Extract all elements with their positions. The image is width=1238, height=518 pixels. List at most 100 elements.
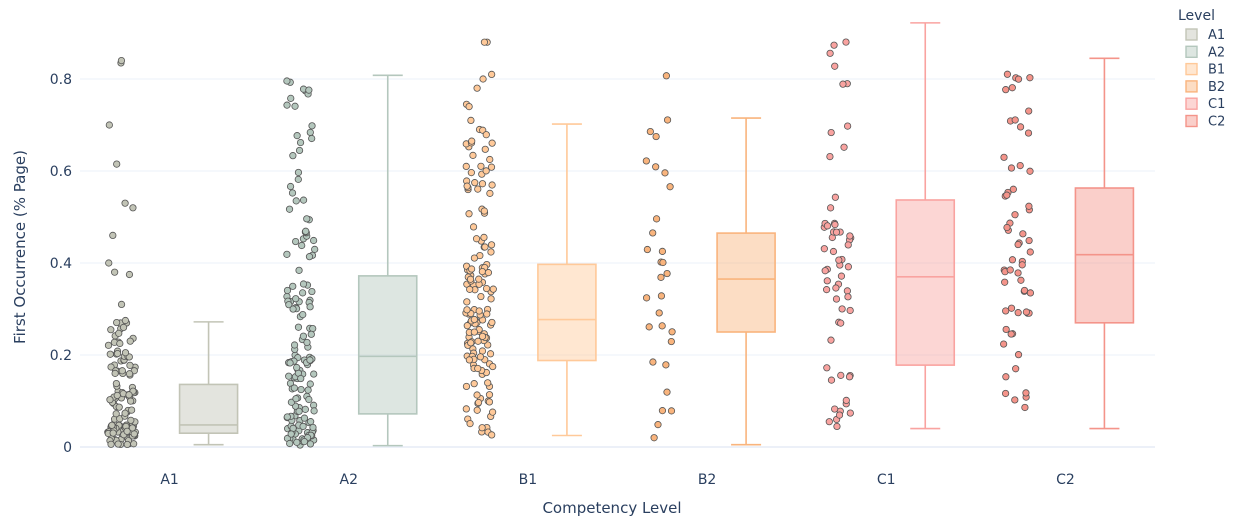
- data-point: [842, 38, 850, 46]
- data-point: [299, 196, 308, 204]
- data-point: [1020, 286, 1029, 295]
- y-tick-label: 0.4: [50, 256, 72, 272]
- data-point: [845, 373, 854, 381]
- data-point: [466, 275, 475, 283]
- data-point: [842, 396, 850, 404]
- data-point: [283, 413, 291, 421]
- data-point: [113, 349, 122, 358]
- data-point: [286, 359, 294, 367]
- data-point: [302, 227, 310, 235]
- legend-item-A1[interactable]: A1: [1185, 28, 1225, 43]
- data-point: [311, 245, 319, 253]
- y-axis-ticks: 0 0.2 0.4 0.6 0.8: [50, 72, 72, 456]
- data-point: [844, 241, 852, 249]
- data-point: [305, 253, 314, 261]
- data-point: [486, 155, 494, 164]
- data-point: [109, 429, 117, 437]
- data-point: [481, 145, 489, 153]
- data-point: [831, 405, 839, 413]
- data-point: [307, 330, 315, 338]
- legend[interactable]: Level A1 A2 B1 B2 C1 C2: [1178, 8, 1225, 130]
- data-point: [823, 277, 831, 285]
- data-point: [463, 182, 471, 190]
- data-point: [1002, 373, 1010, 381]
- data-point: [300, 437, 308, 446]
- data-point: [1003, 223, 1011, 232]
- legend-swatch: [1185, 28, 1198, 41]
- data-point: [844, 263, 852, 271]
- legend-item-C2[interactable]: C2: [1185, 115, 1225, 130]
- data-point: [658, 407, 667, 415]
- data-point: [663, 269, 671, 278]
- data-point: [112, 379, 120, 388]
- legend-item-B2[interactable]: B2: [1185, 80, 1225, 95]
- data-point: [657, 273, 665, 281]
- data-point: [832, 228, 841, 236]
- data-point: [1016, 123, 1025, 131]
- data-point: [1000, 340, 1008, 348]
- data-point: [662, 72, 670, 80]
- box-A2: [357, 74, 418, 447]
- data-point: [123, 440, 131, 449]
- data-point: [1002, 389, 1010, 398]
- data-point: [471, 179, 479, 187]
- data-point: [470, 315, 478, 324]
- points-A1: [104, 56, 139, 449]
- box-iqr: [357, 275, 418, 415]
- data-point: [473, 84, 481, 92]
- data-point: [1025, 236, 1033, 245]
- data-point: [128, 406, 136, 414]
- data-point: [832, 284, 840, 292]
- data-point: [465, 103, 473, 111]
- data-point: [301, 405, 309, 413]
- data-point: [306, 356, 314, 364]
- data-point: [650, 434, 658, 442]
- data-point: [489, 285, 497, 293]
- data-point: [839, 80, 847, 88]
- data-point: [484, 269, 493, 277]
- data-point: [649, 229, 657, 237]
- data-point: [1026, 167, 1034, 175]
- box-iqr: [895, 199, 956, 366]
- legend-label: A2: [1208, 45, 1225, 60]
- data-point: [662, 361, 670, 369]
- gridlines: [80, 78, 1155, 448]
- data-point: [846, 409, 854, 417]
- data-point: [1018, 261, 1026, 269]
- legend-item-C1[interactable]: C1: [1185, 97, 1225, 112]
- legend-item-B1[interactable]: B1: [1185, 63, 1225, 78]
- data-point: [308, 287, 316, 296]
- data-point: [1011, 116, 1019, 124]
- points-C2: [1000, 70, 1035, 412]
- data-point: [829, 247, 838, 256]
- data-point: [835, 256, 843, 264]
- data-point: [467, 169, 475, 177]
- data-point: [646, 127, 654, 136]
- data-point: [663, 116, 672, 124]
- data-point: [821, 267, 829, 275]
- data-point: [473, 406, 481, 414]
- data-point: [1011, 211, 1019, 219]
- data-point: [480, 38, 489, 46]
- data-point: [310, 370, 318, 378]
- data-point: [306, 303, 314, 311]
- data-point: [121, 199, 129, 207]
- boxes: [178, 22, 1135, 447]
- data-point: [832, 295, 841, 303]
- data-point: [292, 395, 300, 403]
- data-point: [462, 162, 470, 170]
- data-point: [1009, 185, 1017, 193]
- data-point: [487, 248, 495, 256]
- data-point: [125, 370, 134, 378]
- data-point: [474, 337, 482, 345]
- data-point: [658, 322, 666, 330]
- data-point: [466, 285, 474, 293]
- y-axis-title: First Occurrence (% Page): [11, 150, 29, 344]
- data-point: [292, 237, 300, 246]
- data-point: [107, 326, 115, 334]
- data-point: [114, 440, 122, 448]
- data-point: [294, 168, 303, 177]
- data-point: [119, 323, 128, 331]
- data-point: [467, 265, 476, 273]
- legend-item-A2[interactable]: A2: [1185, 45, 1225, 60]
